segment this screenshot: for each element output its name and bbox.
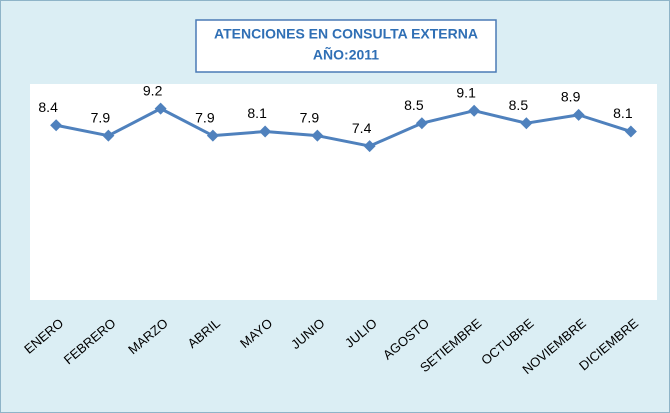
- data-label: 7.9: [91, 109, 111, 125]
- data-label: 7.4: [352, 120, 372, 136]
- marker: [572, 108, 585, 121]
- data-label: 8.1: [247, 105, 267, 121]
- marker: [50, 119, 63, 132]
- data-label: 8.4: [38, 99, 58, 115]
- data-label: 7.9: [195, 109, 215, 125]
- data-label: 9.2: [143, 82, 163, 98]
- marker: [415, 117, 428, 130]
- marker: [154, 102, 167, 115]
- marker: [259, 125, 272, 138]
- marker: [624, 125, 637, 138]
- chart-title: ATENCIONES EN CONSULTA EXTERNA: [214, 26, 478, 42]
- data-label: 8.5: [404, 97, 424, 113]
- data-label: 8.1: [613, 105, 633, 121]
- chart-subtitle: AÑO:2011: [313, 46, 379, 63]
- data-label: 7.9: [300, 109, 320, 125]
- marker: [363, 140, 376, 153]
- title-box: [195, 19, 497, 73]
- marker: [520, 117, 533, 130]
- data-label: 8.5: [509, 97, 529, 113]
- data-label: 9.1: [456, 84, 476, 100]
- data-label: 8.9: [561, 89, 581, 105]
- marker: [102, 129, 115, 142]
- marker: [206, 129, 219, 142]
- marker: [468, 104, 481, 117]
- marker: [311, 129, 324, 142]
- line-series: [55, 107, 632, 148]
